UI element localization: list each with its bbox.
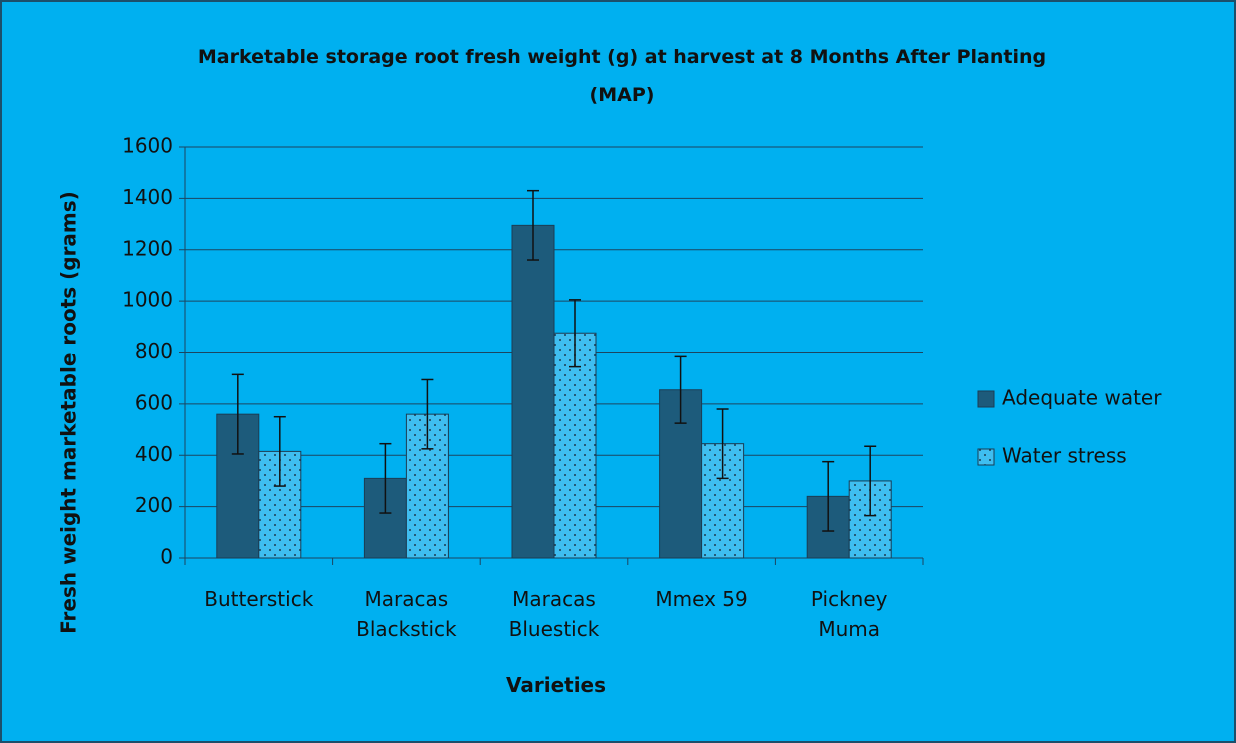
x-tick-label: Maracas Bluestick (508, 587, 600, 641)
y-tick-label: 400 (135, 442, 173, 466)
chart-title: Marketable storage root fresh weight (g)… (197, 46, 1047, 106)
legend-swatch (977, 390, 995, 408)
x-tick-label: Mmex 59 (655, 587, 748, 611)
legend-label: Adequate water (1002, 386, 1162, 410)
bar (363, 477, 407, 559)
bar (511, 224, 555, 559)
x-tick-label: Maracas Blackstick (356, 587, 457, 641)
y-axis-label: Fresh weight marketable roots (grams) (57, 191, 81, 634)
x-tick-label: Butterstick (204, 587, 314, 611)
bar (553, 332, 597, 559)
y-tick-label: 800 (135, 339, 173, 363)
y-tick-label: 0 (160, 545, 173, 569)
bar (659, 389, 703, 559)
y-tick-label: 1000 (122, 288, 173, 312)
y-tick-label: 1600 (122, 134, 173, 158)
y-tick-label: 1200 (122, 236, 173, 260)
legend-swatch (977, 448, 995, 466)
x-axis-label: Varieties (505, 673, 607, 697)
y-tick-label: 600 (135, 390, 173, 414)
y-tick-label: 1400 (122, 185, 173, 209)
x-tick-label: Pickney Muma (810, 587, 888, 641)
y-tick-label: 200 (135, 493, 173, 517)
legend-label: Water stress (1002, 444, 1127, 468)
